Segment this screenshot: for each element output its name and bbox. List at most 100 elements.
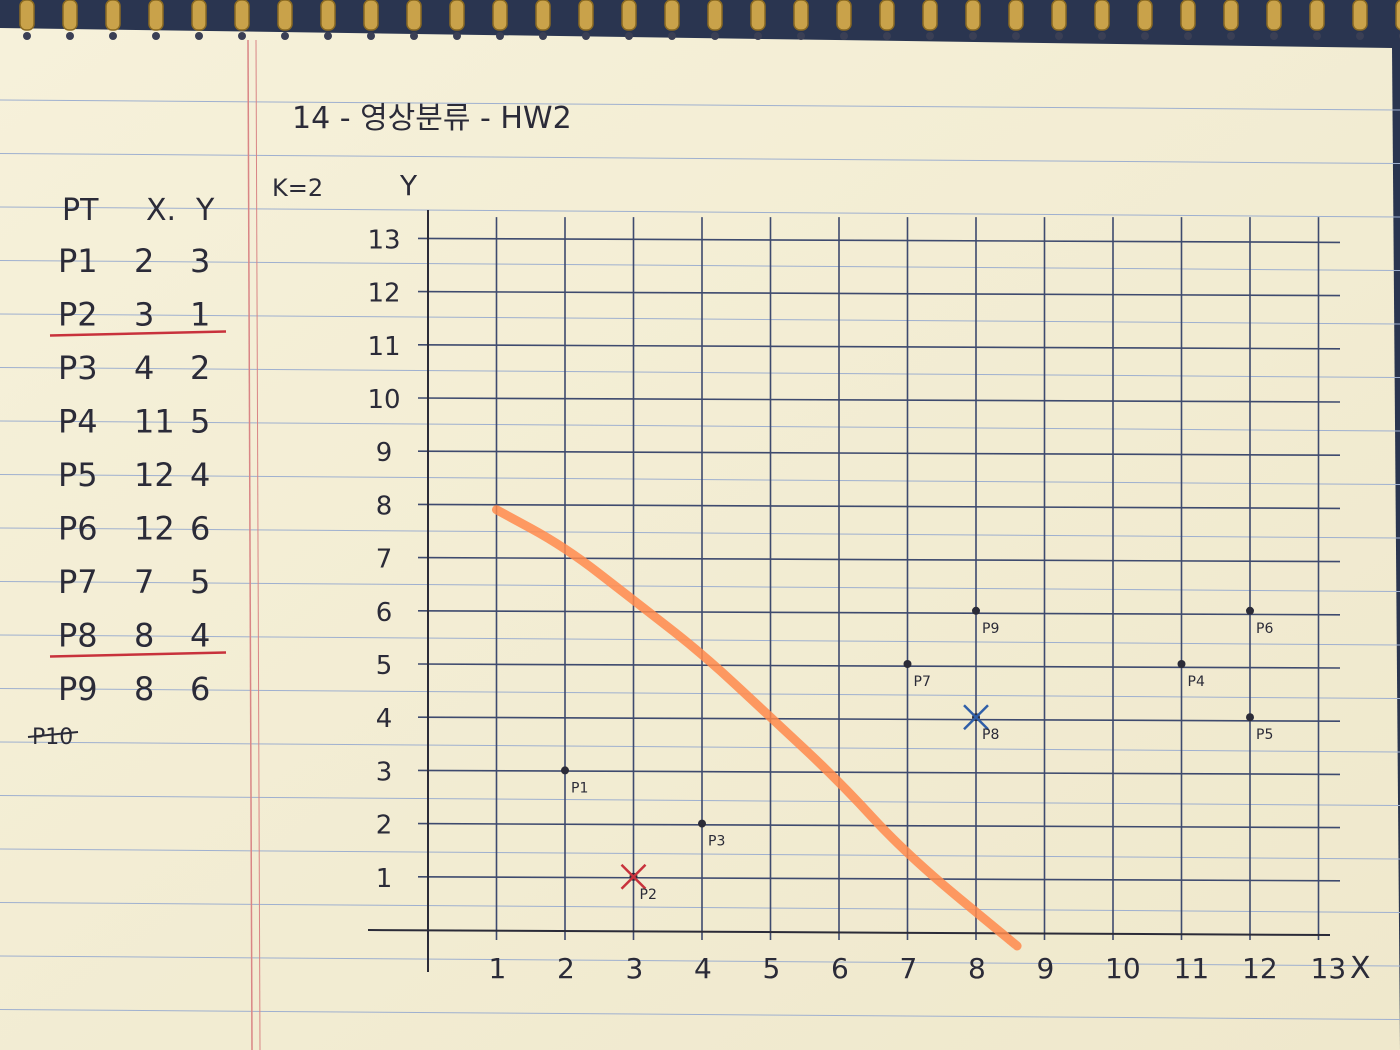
x-tick-label: 4 xyxy=(694,952,712,985)
spiral-ring xyxy=(621,0,637,31)
ruled-line xyxy=(0,741,1400,753)
table-row: P9 8 6 xyxy=(58,670,210,708)
point-label: P2 xyxy=(640,887,657,903)
spiral-ring xyxy=(492,0,508,31)
table-cell-x: 3 xyxy=(134,296,154,334)
ruled-line xyxy=(0,795,1400,806)
punch-hole xyxy=(152,32,160,40)
x-tick-label: 9 xyxy=(1037,952,1055,985)
ruled-line xyxy=(0,955,1400,967)
y-tick-label: 10 xyxy=(367,385,400,415)
table-cell-x: 7 xyxy=(134,563,154,601)
punch-hole xyxy=(410,32,418,40)
spiral-ring xyxy=(406,0,422,31)
data-table: PT X. Y P1 2 3P2 3 1P3 4 2P4 11 5P5 12 4P6 12 6P7 7 5P… xyxy=(27,193,227,750)
y-tick-label: 8 xyxy=(376,491,393,521)
ruled-line xyxy=(0,1009,1400,1020)
data-point: P9 xyxy=(972,606,999,637)
spiral-ring xyxy=(1180,0,1196,31)
punch-hole xyxy=(926,32,934,40)
point-dot xyxy=(1177,660,1186,668)
grid-horizontal-line xyxy=(417,290,1341,297)
spiral-ring xyxy=(363,0,379,31)
table-cell-y: 3 xyxy=(190,242,210,280)
spiral-ring xyxy=(707,0,723,31)
grid-horizontal-line xyxy=(417,343,1341,350)
point-dot xyxy=(561,766,569,775)
ruled-line xyxy=(0,367,1400,378)
spiral-ring xyxy=(62,0,78,31)
grid-horizontal-lines xyxy=(417,237,1341,882)
punch-hole xyxy=(238,32,246,40)
point-label: P3 xyxy=(708,834,725,850)
punch-hole xyxy=(797,32,805,40)
grid-horizontal-line xyxy=(417,237,1341,244)
x-tick-labels: 1 2 3 4 5 6 7 8 9 10 11 12 13 xyxy=(489,952,1347,985)
y-tick-label: 1 xyxy=(376,864,393,894)
table-cell-y: 1 xyxy=(190,296,210,334)
spiral-ring xyxy=(234,0,250,31)
table-cell-pt: P6 xyxy=(58,510,98,548)
centroid-cross xyxy=(620,863,647,890)
spiral-ring xyxy=(320,0,336,31)
margin-line-inner xyxy=(255,39,261,1050)
table-header-x: X. xyxy=(146,193,176,228)
spiral-ring xyxy=(277,0,293,31)
y-tick-label: 3 xyxy=(376,757,393,787)
x-tick-label: 7 xyxy=(900,952,918,985)
table-cell-x: 11 xyxy=(134,403,175,441)
table-cell-y: 6 xyxy=(190,510,210,548)
punch-hole xyxy=(582,32,590,40)
point-label: P7 xyxy=(914,674,931,690)
table-cell-pt: P3 xyxy=(58,349,98,387)
x-tick-label: 2 xyxy=(557,952,575,985)
table-header-y: Y xyxy=(195,193,215,228)
x-tick-label: 5 xyxy=(763,952,781,985)
y-tick-label: 12 xyxy=(367,279,400,309)
point-dot xyxy=(903,660,912,668)
table-cell-y: 4 xyxy=(190,617,210,655)
table-row: P2 3 1 xyxy=(49,296,227,337)
y-tick-label: 4 xyxy=(376,704,393,734)
grid-horizontal-line xyxy=(417,450,1341,457)
table-rows: P1 2 3P2 3 1P3 4 2P4 11 5P5 12 4P6 12 6P7 7 5P8 8 4P9 8 6 xyxy=(49,242,227,708)
spiral-ring xyxy=(1223,0,1239,31)
plotted-points: P1 P2 P3 P4 P5 P6 P7 P8 P9 xyxy=(561,606,1273,903)
point-label: P1 xyxy=(571,780,588,796)
table-row: P5 12 4 xyxy=(58,456,210,494)
punch-hole xyxy=(324,32,332,40)
y-tick-label: 6 xyxy=(376,598,393,628)
spiral-ring xyxy=(105,0,121,31)
grid-horizontal-line xyxy=(417,609,1341,616)
ruled-line xyxy=(0,848,1400,860)
table-header-pt: PT xyxy=(62,193,99,228)
table-row: P3 4 2 xyxy=(58,349,210,387)
notebook-page xyxy=(0,28,1400,1050)
table-row: P1 2 3 xyxy=(58,242,210,280)
ruled-line xyxy=(0,902,1400,913)
spiral-ring xyxy=(1352,0,1368,31)
x-tick-label: 1 xyxy=(489,952,507,985)
y-axis-label: Y xyxy=(399,169,418,202)
ruled-line xyxy=(0,474,1400,485)
table-cell-y: 5 xyxy=(190,563,210,601)
ruled-line xyxy=(0,260,1400,271)
spiral-ring xyxy=(1266,0,1282,31)
punch-hole xyxy=(754,32,762,40)
spiral-binding xyxy=(19,0,1400,40)
x-tick-label: 12 xyxy=(1242,952,1278,985)
data-point: P3 xyxy=(698,819,725,850)
x-tick-label: 3 xyxy=(626,952,644,985)
table-row: P7 7 5 xyxy=(58,563,210,601)
table-cell-x: 12 xyxy=(134,510,175,548)
grid-horizontal-line xyxy=(417,503,1341,510)
punch-hole xyxy=(1270,32,1278,40)
punch-hole xyxy=(625,32,633,40)
ruled-line xyxy=(0,688,1400,699)
data-point: P5 xyxy=(1246,713,1273,743)
table-row: P8 8 4 xyxy=(49,617,227,658)
point-label: P8 xyxy=(982,727,999,743)
spiral-ring xyxy=(535,0,551,31)
y-tick-label: 9 xyxy=(376,438,393,468)
